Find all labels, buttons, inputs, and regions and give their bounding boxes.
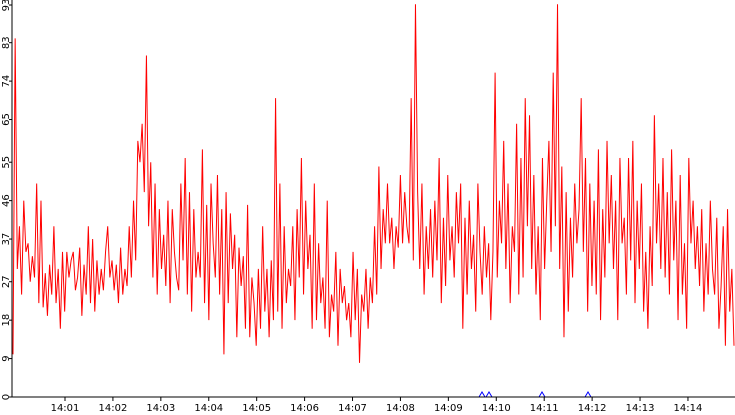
y-axis-ticks: 0 9 18 27 37 46 55 65 74 83 93 — [1, 0, 12, 400]
x-tick-label: 14:04 — [194, 403, 223, 414]
y-tick-label: 27 — [1, 275, 12, 288]
y-tick-label: 37 — [1, 233, 12, 246]
x-tick-label: 14:13 — [626, 403, 655, 414]
y-tick-label: 93 — [1, 0, 12, 11]
series-layer — [12, 4, 735, 363]
y-tick-label: 74 — [1, 75, 12, 88]
event-marker — [485, 391, 493, 398]
y-tick-label: 55 — [1, 156, 12, 169]
x-tick-label: 14:11 — [530, 403, 559, 414]
y-tick-label: 83 — [1, 36, 12, 49]
x-tick-label: 14:14 — [674, 403, 703, 414]
y-tick-label: 18 — [1, 314, 12, 327]
x-tick-label: 14:02 — [99, 403, 128, 414]
y-tick-label: 65 — [1, 113, 12, 126]
x-tick-label: 14:10 — [482, 403, 511, 414]
event-marker — [538, 391, 546, 398]
x-tick-label: 14:05 — [242, 403, 271, 414]
series-line — [12, 4, 735, 363]
x-axis-ticks: 14:01 14:02 14:03 14:04 14:05 14:06 14:07 14:08… — [51, 397, 703, 414]
event-marker — [478, 391, 486, 398]
y-tick-label: 9 — [1, 355, 12, 361]
x-tick-label: 14:07 — [338, 403, 367, 414]
marker-layer — [478, 391, 592, 398]
x-tick-label: 14:03 — [146, 403, 175, 414]
x-tick-label: 14:06 — [290, 403, 319, 414]
y-tick-label: 46 — [1, 194, 12, 207]
event-marker — [584, 391, 592, 398]
x-tick-label: 14:01 — [51, 403, 80, 414]
x-tick-label: 14:09 — [434, 403, 463, 414]
x-tick-label: 14:08 — [386, 403, 415, 414]
x-tick-label: 14:12 — [578, 403, 607, 414]
y-tick-label: 0 — [1, 394, 12, 400]
